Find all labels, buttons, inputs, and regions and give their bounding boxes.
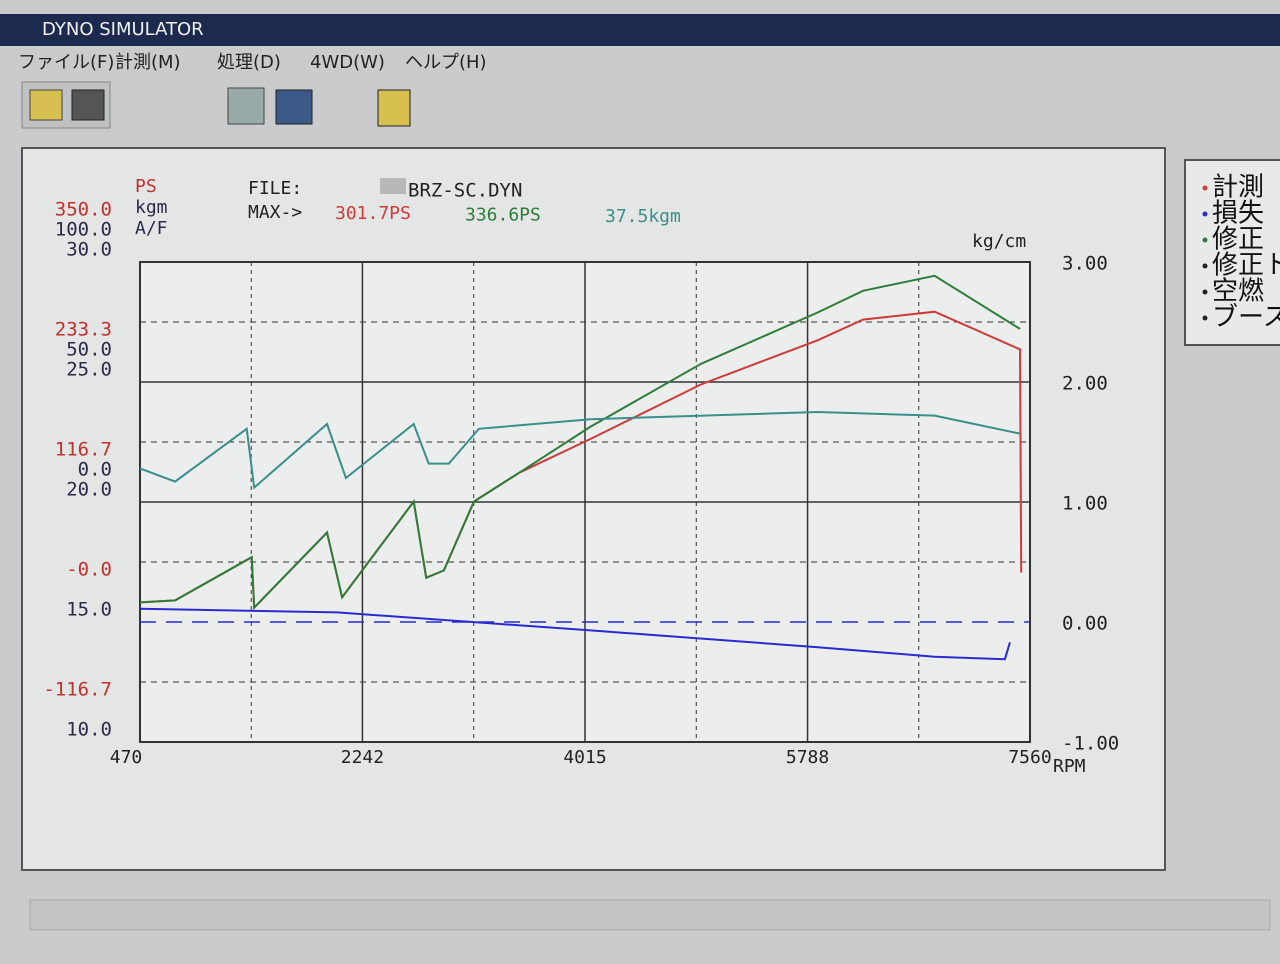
tool-button[interactable] xyxy=(227,87,265,125)
file-label: FILE: xyxy=(248,178,302,199)
legend-bullet xyxy=(1202,315,1208,321)
ps-tick-label: -0.0 xyxy=(66,558,112,580)
max-value: 301.7PS xyxy=(335,203,411,224)
x-tick-label: 7560 xyxy=(1008,747,1051,768)
x-tick-label: 4015 xyxy=(563,747,606,768)
legend-bullet xyxy=(1202,211,1208,217)
legend-bullet xyxy=(1202,263,1208,269)
legend-item: 修正ト xyxy=(1212,251,1280,281)
status-bar xyxy=(29,899,1271,931)
series-line xyxy=(139,607,1011,661)
save-button[interactable] xyxy=(71,89,105,121)
y2-tick-label: 3.00 xyxy=(1062,253,1108,275)
af-tick-label: 15.0 xyxy=(66,599,112,621)
file-name: BRZ-SC.DYN xyxy=(408,180,522,202)
y2-tick-label: 1.00 xyxy=(1062,493,1108,515)
window-title: DYNO SIMULATOR xyxy=(42,19,204,40)
legend-item: 損失 xyxy=(1212,199,1264,229)
legend-item: 修正 xyxy=(1212,225,1264,255)
title-bar xyxy=(0,14,1280,46)
unit-label: A/F xyxy=(135,218,168,239)
max-value: 336.6PS xyxy=(465,205,541,226)
legend-item: 計測 xyxy=(1212,173,1264,203)
menu-item[interactable]: ファイル(F) xyxy=(18,52,114,73)
y2-axis-label: kg/cm xyxy=(972,231,1026,252)
legend-bullet xyxy=(1202,237,1208,243)
x-tick-label: 5788 xyxy=(786,747,829,768)
tool-button[interactable] xyxy=(275,89,313,125)
legend-panel xyxy=(1184,159,1280,346)
af-tick-label: 20.0 xyxy=(66,479,112,501)
menu-item[interactable]: 計測(M) xyxy=(115,52,181,73)
max-label: MAX-> xyxy=(248,202,302,223)
unit-label: kgm xyxy=(135,197,168,218)
legend-item: ブースト xyxy=(1212,303,1280,333)
redacted-box xyxy=(380,178,406,194)
menu-item[interactable]: ヘルプ(H) xyxy=(405,52,487,73)
legend-item: 空燃 xyxy=(1212,277,1264,307)
max-value: 37.5kgm xyxy=(605,206,681,227)
ps-tick-label: 233.3 xyxy=(55,319,112,341)
ps-tick-label: 116.7 xyxy=(55,438,112,460)
af-tick-label: 25.0 xyxy=(66,359,112,381)
unit-label: PS xyxy=(135,176,157,197)
series-line xyxy=(139,410,1021,490)
x-tick-label: 2242 xyxy=(341,747,384,768)
menu-item[interactable]: 処理(D) xyxy=(217,52,281,73)
y2-tick-label: -1.00 xyxy=(1062,733,1119,755)
af-tick-label: 30.0 xyxy=(66,239,112,261)
legend-bullet xyxy=(1202,289,1208,295)
kgm-tick-label: 100.0 xyxy=(55,219,112,241)
kgm-tick-label: 50.0 xyxy=(66,339,112,361)
tool-button[interactable] xyxy=(377,89,411,127)
kgm-tick-label: 0.0 xyxy=(78,459,112,481)
series-line xyxy=(139,274,1021,610)
y2-tick-label: 2.00 xyxy=(1062,373,1108,395)
legend-bullet xyxy=(1202,185,1208,191)
open-button[interactable] xyxy=(29,89,63,121)
x-tick-label: 470 xyxy=(110,747,143,768)
ps-tick-label: -116.7 xyxy=(43,679,112,701)
y2-tick-label: 0.00 xyxy=(1062,613,1108,635)
x-axis-label: RPM xyxy=(1053,756,1086,777)
ps-tick-label: 350.0 xyxy=(55,199,112,221)
menu-item[interactable]: 4WD(W) xyxy=(310,52,385,73)
af-tick-label: 10.0 xyxy=(66,719,112,741)
